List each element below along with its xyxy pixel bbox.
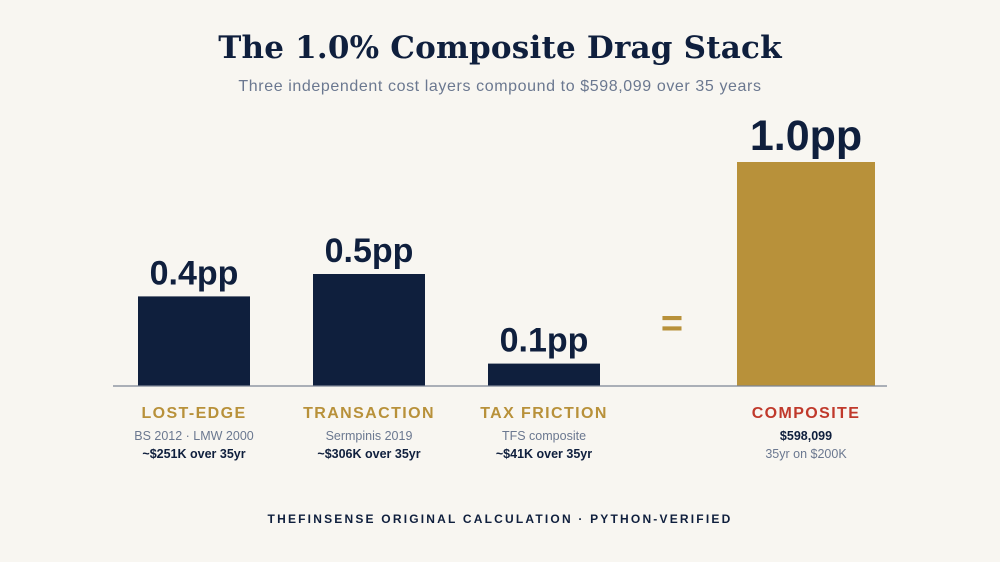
impact-label-tax-friction: ~$41K over 35yr — [496, 447, 592, 461]
chart-subtitle: Three independent cost layers compound t… — [238, 78, 762, 95]
source-label-composite: $598,099 — [780, 429, 832, 443]
value-label-lost-edge: 0.4pp — [150, 254, 239, 292]
chart-title: The 1.0% Composite Drag Stack — [218, 30, 782, 66]
value-label-composite: 1.0pp — [750, 112, 862, 160]
bar-lost-edge — [138, 296, 250, 386]
source-label-transaction: Sermpinis 2019 — [326, 429, 413, 443]
value-label-transaction: 0.5pp — [325, 232, 414, 270]
source-label-tax-friction: TFS composite — [502, 429, 586, 443]
bar-tax-friction — [488, 363, 600, 386]
impact-label-composite: 35yr on $200K — [765, 447, 847, 461]
value-label-tax-friction: 0.1pp — [500, 322, 589, 360]
category-label-tax-friction: TAX FRICTION — [480, 405, 608, 422]
footer-credit: THEFINSENSE ORIGINAL CALCULATION · PYTHO… — [267, 512, 733, 526]
category-label-composite: COMPOSITE — [752, 405, 861, 422]
labels-layer: 0.4pp LOST-EDGE BS 2012 · LMW 2000 ~$251K o… — [134, 112, 862, 461]
bar-composite — [737, 162, 875, 386]
category-label-lost-edge: LOST-EDGE — [141, 405, 246, 422]
equals-sign: = — [661, 303, 683, 345]
impact-label-transaction: ~$306K over 35yr — [317, 447, 420, 461]
bar-transaction — [313, 274, 425, 386]
category-label-transaction: TRANSACTION — [303, 405, 435, 422]
bars-layer — [138, 162, 875, 386]
impact-label-lost-edge: ~$251K over 35yr — [142, 447, 245, 461]
source-label-lost-edge: BS 2012 · LMW 2000 — [134, 429, 254, 443]
